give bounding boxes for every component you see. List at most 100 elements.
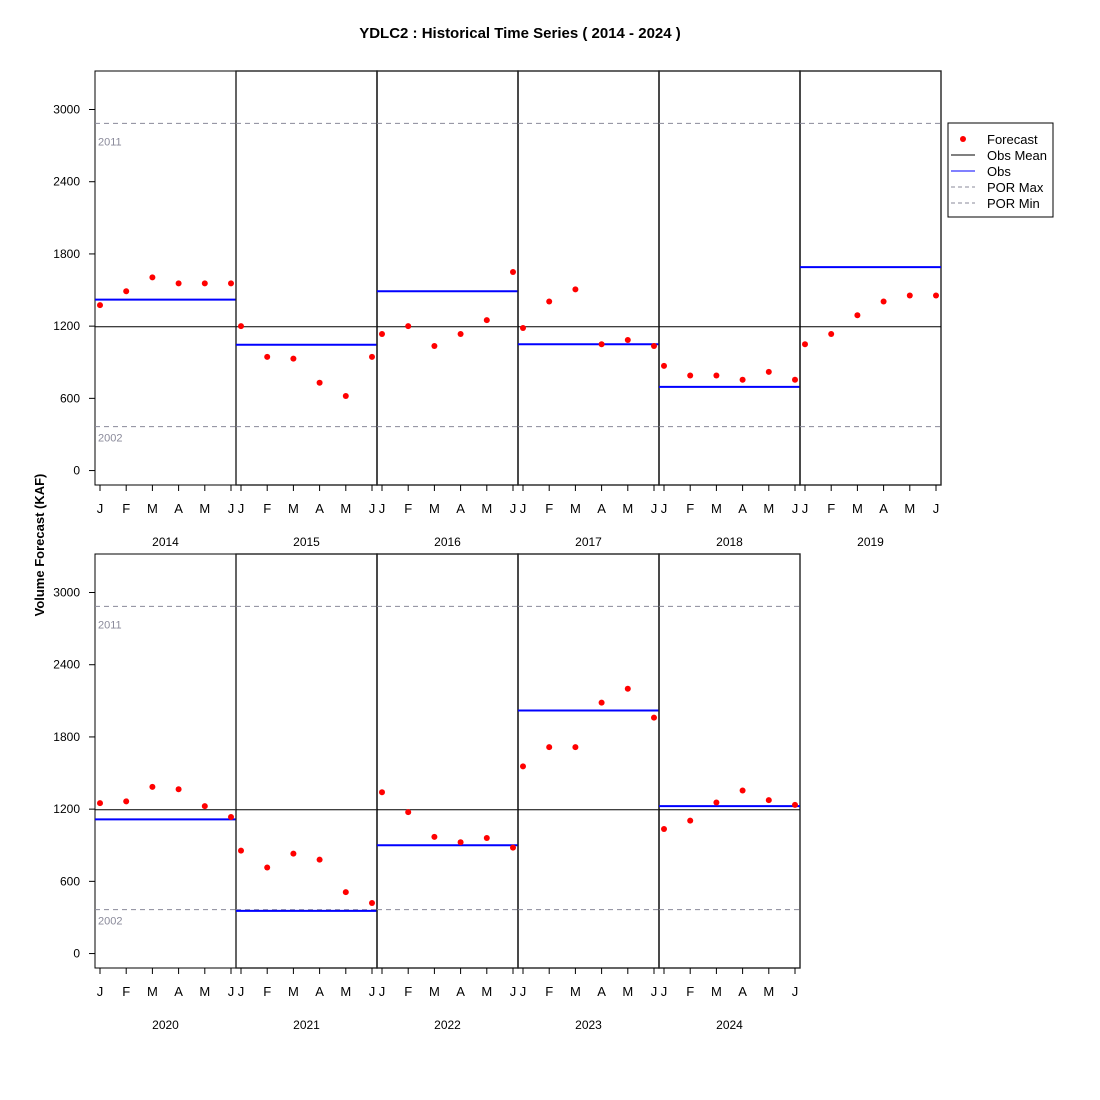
x-tick-label: J	[369, 501, 376, 516]
forecast-point	[624, 685, 631, 692]
panel-2020: J F M A M J 2020 2011 2002 0 600 1200 1800 2400 3000	[53, 553, 237, 1032]
x-tick-label: J	[651, 501, 658, 516]
forecast-point	[405, 809, 412, 816]
year-label: 2014	[152, 535, 179, 549]
panel-frame	[517, 553, 660, 969]
y-tick-label: 1200	[53, 319, 80, 333]
x-tick-label: M	[340, 501, 351, 516]
forecast-point	[546, 298, 553, 305]
forecast-point	[483, 835, 490, 842]
legend-label: Forecast	[987, 132, 1038, 147]
x-tick-label: J	[97, 501, 104, 516]
legend-item: Forecast	[960, 132, 1038, 147]
forecast-point	[792, 801, 798, 808]
x-tick-label: J	[651, 984, 658, 999]
forecast-point	[316, 856, 323, 863]
x-tick-label: M	[711, 501, 722, 516]
legend-item: Obs	[951, 164, 1011, 179]
year-label: 2019	[857, 535, 884, 549]
x-tick-label: M	[429, 501, 440, 516]
x-tick-label: J	[792, 984, 799, 999]
x-tick-label: A	[879, 501, 888, 516]
forecast-point	[598, 699, 605, 706]
forecast-point	[739, 787, 746, 794]
x-tick-label: A	[456, 984, 465, 999]
legend-item: POR Max	[951, 180, 1044, 195]
forecast-point	[520, 324, 526, 331]
forecast-point	[175, 280, 182, 287]
x-tick-label: J	[369, 984, 376, 999]
forecast-point	[431, 833, 438, 840]
x-tick-label: J	[510, 501, 517, 516]
x-tick-label: J	[510, 984, 517, 999]
forecast-point	[713, 372, 720, 379]
panel-frame	[658, 553, 801, 969]
panel-2023: J F M A M J 2023	[517, 553, 660, 1032]
x-tick-label: M	[288, 501, 299, 516]
forecast-point	[880, 298, 887, 305]
x-tick-label: M	[570, 984, 581, 999]
x-tick-label: J	[379, 984, 386, 999]
forecast-point	[651, 714, 657, 721]
forecast-point	[520, 763, 526, 770]
x-tick-label: A	[456, 501, 465, 516]
forecast-point	[290, 355, 297, 362]
legend-label: POR Min	[987, 196, 1040, 211]
x-tick-label: F	[827, 501, 835, 516]
forecast-point	[572, 286, 579, 293]
x-tick-label: A	[738, 984, 747, 999]
forecast-point	[379, 330, 385, 337]
legend-label: POR Max	[987, 180, 1044, 195]
y-tick-label: 1800	[53, 247, 80, 261]
forecast-point	[379, 789, 385, 796]
forecast-point	[316, 379, 323, 386]
panel-frame	[376, 553, 519, 969]
forecast-point	[687, 372, 694, 379]
forecast-point	[933, 292, 939, 299]
legend-item: Obs Mean	[951, 148, 1047, 163]
forecast-point	[624, 336, 631, 343]
por-min-label: 2002	[98, 433, 122, 445]
x-tick-label: J	[228, 984, 235, 999]
forecast-point	[661, 362, 667, 369]
forecast-point	[572, 744, 579, 751]
forecast-point	[405, 323, 412, 330]
forecast-point	[510, 844, 516, 851]
panel-2018: J F M A M J 2018	[658, 70, 801, 549]
forecast-point	[739, 376, 746, 383]
x-tick-label: M	[711, 984, 722, 999]
x-tick-label: M	[429, 984, 440, 999]
x-tick-label: M	[147, 501, 158, 516]
forecast-point	[483, 317, 490, 324]
forecast-point	[342, 889, 349, 896]
x-tick-label: J	[792, 501, 799, 516]
x-tick-label: M	[481, 984, 492, 999]
forecast-point	[238, 847, 244, 854]
panel-2019: J F M A M J 2019	[799, 70, 942, 549]
x-tick-label: F	[545, 984, 553, 999]
year-label: 2024	[716, 1018, 743, 1032]
panel-2017: J F M A M J 2017	[517, 70, 660, 549]
forecast-point	[369, 900, 375, 907]
x-tick-label: J	[379, 501, 386, 516]
forecast-point	[175, 786, 182, 793]
year-label: 2022	[434, 1018, 461, 1032]
x-tick-label: A	[738, 501, 747, 516]
x-tick-label: J	[238, 984, 245, 999]
forecast-point	[854, 312, 861, 319]
forecast-point	[264, 864, 271, 871]
forecast-point	[687, 817, 694, 824]
forecast-point	[264, 353, 271, 360]
panel-2021: J F M A M J 2021	[235, 553, 378, 1032]
forecast-point	[765, 368, 772, 375]
x-tick-label: F	[263, 501, 271, 516]
x-tick-label: A	[174, 501, 183, 516]
x-tick-label: F	[122, 501, 130, 516]
por-max-label: 2011	[98, 619, 122, 631]
x-tick-label: M	[570, 501, 581, 516]
x-tick-label: M	[763, 984, 774, 999]
panel-frame	[799, 70, 942, 486]
x-tick-label: A	[315, 501, 324, 516]
panel-2015: J F M A M J 2015	[235, 70, 378, 549]
